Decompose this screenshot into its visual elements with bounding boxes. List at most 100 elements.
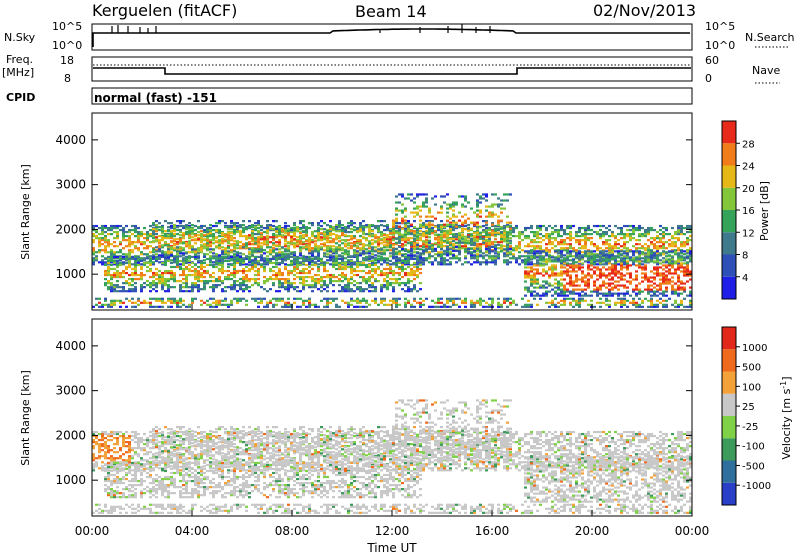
power-cell xyxy=(647,258,650,261)
power-cell xyxy=(284,228,287,232)
power-cell xyxy=(341,280,344,283)
power-cell xyxy=(338,222,341,225)
power-cell xyxy=(233,253,236,256)
power-cell xyxy=(215,222,218,225)
power-cell xyxy=(473,232,476,235)
power-cell xyxy=(158,250,161,253)
power-cell xyxy=(572,268,575,271)
power-cell xyxy=(374,269,377,273)
power-cell xyxy=(620,230,623,234)
power-cell xyxy=(668,262,671,265)
power-cell xyxy=(416,261,419,264)
power-cell xyxy=(455,261,458,264)
power-cell xyxy=(281,273,284,277)
power-cell xyxy=(548,235,551,238)
power-cell xyxy=(236,269,239,273)
power-cell xyxy=(446,241,449,244)
power-cell xyxy=(314,240,317,243)
power-cell xyxy=(491,193,494,196)
power-cell xyxy=(185,282,188,285)
power-cell xyxy=(320,243,323,246)
power-cell xyxy=(221,255,224,259)
power-cell xyxy=(551,270,554,273)
power-cell xyxy=(233,250,236,253)
power-cell xyxy=(611,294,614,297)
power-cell xyxy=(524,280,527,283)
power-cell xyxy=(203,243,206,246)
power-cell xyxy=(383,246,386,249)
power-cell xyxy=(272,228,275,231)
power-cell xyxy=(182,232,185,235)
power-cell xyxy=(488,261,491,264)
power-cell xyxy=(314,277,317,281)
power-cell xyxy=(287,282,290,285)
power-cell xyxy=(503,207,506,210)
power-cell xyxy=(317,250,320,253)
power-cell xyxy=(494,238,497,241)
power-cell xyxy=(206,253,209,256)
power-cell xyxy=(626,292,629,295)
power-cell xyxy=(611,254,614,257)
power-cell xyxy=(155,236,158,239)
power-cell xyxy=(128,239,131,242)
power-cell xyxy=(137,255,140,259)
power-cell xyxy=(248,269,251,273)
power-cell xyxy=(293,267,296,271)
power-cell xyxy=(596,254,599,257)
power-cell xyxy=(458,237,461,240)
power-cell xyxy=(563,270,566,273)
power-cell xyxy=(533,239,536,242)
power-cell xyxy=(167,290,170,293)
power-cell xyxy=(218,220,221,223)
power-cell xyxy=(173,271,176,275)
power-cell xyxy=(296,261,299,265)
power-cell xyxy=(677,266,680,269)
power-cell xyxy=(536,230,539,234)
power-cell xyxy=(335,255,338,258)
power-cell xyxy=(617,270,620,273)
power-cell xyxy=(284,235,287,238)
power-cell xyxy=(374,263,377,267)
power-cell xyxy=(509,224,512,228)
power-cell xyxy=(206,248,209,251)
power-cell xyxy=(134,257,137,261)
power-cell xyxy=(611,253,614,256)
power-cell xyxy=(662,241,665,244)
power-cell xyxy=(275,228,278,232)
power-cell xyxy=(326,235,329,238)
power-cell xyxy=(395,259,398,262)
power-cell xyxy=(338,254,341,257)
power-cell xyxy=(446,252,449,255)
power-cell xyxy=(476,203,479,206)
power-cell xyxy=(122,255,125,259)
power-cell xyxy=(371,230,374,233)
power-cell xyxy=(194,224,197,228)
power-cell xyxy=(143,226,146,230)
power-cell xyxy=(551,260,554,263)
power-cell xyxy=(575,270,578,273)
power-cell xyxy=(491,250,494,253)
power-cell xyxy=(425,236,428,239)
power-cell xyxy=(377,239,380,242)
power-cell xyxy=(302,277,305,281)
power-cell xyxy=(263,288,266,291)
power-cell xyxy=(647,232,650,236)
power-cell xyxy=(665,251,668,254)
power-cell xyxy=(140,230,143,234)
power-cell xyxy=(428,207,431,210)
power-cell xyxy=(587,239,590,242)
power-cell xyxy=(302,259,305,263)
power-cell xyxy=(545,258,548,261)
power-cell xyxy=(473,254,476,257)
power-cell xyxy=(242,243,245,246)
power-cell xyxy=(560,256,563,259)
power-cell xyxy=(668,258,671,261)
power-cell xyxy=(338,273,341,277)
power-cell xyxy=(677,278,680,281)
power-cell xyxy=(500,230,503,234)
power-cell xyxy=(296,267,299,271)
power-cell xyxy=(344,263,347,267)
power-cell xyxy=(218,240,221,243)
power-cell xyxy=(92,253,95,256)
power-cell xyxy=(323,280,326,283)
